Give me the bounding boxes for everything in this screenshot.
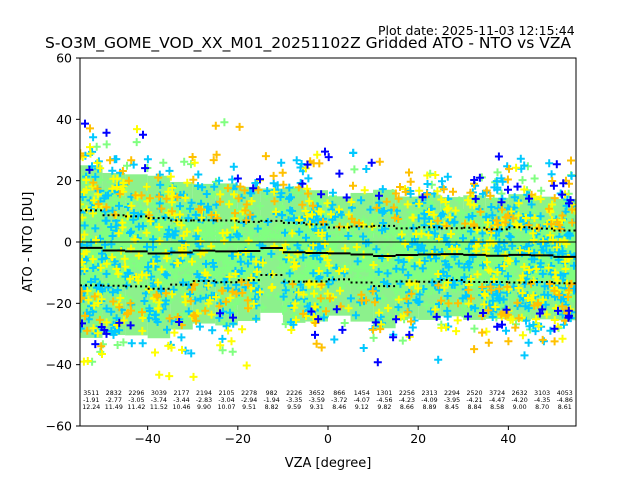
x-tick-label: 20 (410, 431, 426, 446)
bin-std: 9.51 (242, 404, 256, 411)
bin-count: 2278 (241, 390, 257, 397)
x-tick-label: −40 (134, 431, 160, 446)
axes-layer: −40 −20 0 20 40 60 40 20 0 −20 −40 −60 (46, 51, 517, 447)
bin-mean: -3.59 (309, 397, 325, 404)
bin-mean: -4.86 (557, 397, 573, 404)
bin-count: 4053 (557, 390, 573, 397)
scatter-layer (80, 118, 576, 381)
scatter-marker-group (80, 119, 575, 367)
y-tick-label: 0 (64, 235, 72, 250)
bin-count: 2313 (421, 390, 437, 397)
bin-mean: -4.23 (399, 397, 415, 404)
mean-line (80, 246, 576, 258)
bin-count: 1454 (354, 390, 370, 397)
bin-std: 8.66 (400, 404, 414, 411)
bin-count: 3724 (489, 390, 505, 397)
bin-std: 8.89 (422, 404, 436, 411)
bin-std: 8.45 (445, 404, 459, 411)
bin-mean: -4.09 (421, 397, 437, 404)
bin-count: 3652 (309, 390, 325, 397)
x-axis-label: VZA [degree] (285, 456, 372, 471)
scatter-points (80, 118, 576, 381)
x-tick-label: 40 (500, 431, 516, 446)
bin-count: 982 (266, 390, 278, 397)
bin-std: 11.52 (150, 404, 168, 411)
bin-mean: -4.35 (534, 397, 550, 404)
bin-count: 866 (333, 390, 345, 397)
bin-mean: -2.94 (241, 397, 257, 404)
bin-mean: -4.07 (354, 397, 370, 404)
bin-std: 9.59 (287, 404, 301, 411)
x-tick-label: −20 (225, 431, 251, 446)
bin-count: 2632 (512, 390, 528, 397)
bin-mean: -4.20 (511, 397, 527, 404)
bin-std: 9.31 (310, 404, 324, 411)
bin-mean: -3.04 (218, 397, 234, 404)
bin-std: 11.49 (105, 404, 123, 411)
chart-title: S-O3M_GOME_VOD_XX_M01_20251102Z Gridded … (45, 34, 572, 52)
bin-count: 2194 (196, 390, 212, 397)
y-tick-label: 60 (56, 51, 72, 66)
bin-mean: -3.74 (151, 397, 167, 404)
y-tick-label: −40 (46, 357, 72, 372)
bin-count: 2832 (106, 390, 122, 397)
bin-count: 2226 (286, 390, 302, 397)
bin-std: 10.07 (218, 404, 236, 411)
bin-std: 12.24 (82, 404, 100, 411)
bin-std: 10.46 (172, 404, 190, 411)
bin-std: 8.46 (332, 404, 346, 411)
bin-mean: -4.21 (466, 397, 482, 404)
bin-mean: -3.35 (286, 397, 302, 404)
bin-count: 3103 (534, 390, 550, 397)
mean-plus-std-line (80, 209, 576, 232)
bin-std: 11.42 (127, 404, 145, 411)
bin-mean: -4.47 (489, 397, 505, 404)
x-tick-label: 0 (324, 431, 332, 446)
y-tick-label: −60 (46, 419, 72, 434)
bin-count: 3511 (83, 390, 99, 397)
bin-count: 2294 (444, 390, 460, 397)
bin-std: 8.84 (468, 404, 482, 411)
bin-count: 2296 (128, 390, 144, 397)
bin-count: 2105 (219, 390, 235, 397)
bin-mean: -3.44 (173, 397, 189, 404)
bin-mean: -3.72 (331, 397, 347, 404)
bin-count: 2256 (399, 390, 415, 397)
scatter-marker-group (80, 121, 576, 354)
bin-stats-layer: 3511-1.9112.242832-2.7711.492296-3.0511.… (82, 390, 573, 411)
plot-date: Plot date: 2025-11-03 12:15:44 (378, 23, 575, 38)
bin-mean: -2.83 (196, 397, 212, 404)
bin-std: 8.70 (535, 404, 549, 411)
bin-std: 9.12 (355, 404, 369, 411)
bin-count: 2520 (467, 390, 483, 397)
bin-count: 3039 (151, 390, 167, 397)
y-axis-label: ATO - NTO [DU] (21, 192, 36, 293)
bin-mean: -2.77 (106, 397, 122, 404)
bin-std: 9.90 (197, 404, 211, 411)
bin-mean: -1.91 (83, 397, 99, 404)
bin-std: 8.61 (558, 404, 572, 411)
bin-std: 9.82 (377, 404, 391, 411)
bin-count: 1301 (376, 390, 392, 397)
bin-mean: -3.95 (444, 397, 460, 404)
bin-mean: -4.56 (376, 397, 392, 404)
bin-count: 2177 (173, 390, 189, 397)
bin-std: 8.58 (490, 404, 504, 411)
bin-mean: -3.05 (128, 397, 144, 404)
y-tick-label: 40 (56, 112, 72, 127)
bin-std: 8.82 (265, 404, 279, 411)
y-tick-label: 20 (56, 173, 72, 188)
stat-lines-layer (80, 209, 576, 290)
y-tick-label: −20 (46, 296, 72, 311)
bin-mean: -1.94 (263, 397, 279, 404)
mean-minus-std-line (80, 273, 576, 290)
bin-std: 9.00 (513, 404, 527, 411)
